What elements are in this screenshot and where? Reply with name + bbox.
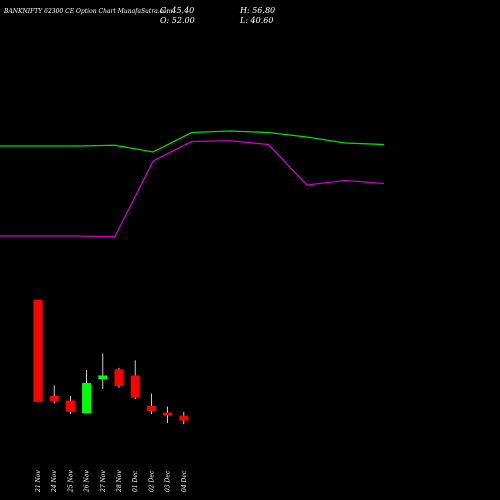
candles — [33, 299, 189, 425]
x-axis-labels: 21 Nov 24 Nov 25 Nov 26 Nov 27 Nov 28 Nov 01 D… — [35, 470, 188, 493]
x-label-9: 04 Dec — [181, 470, 188, 492]
chart-title: BANKNIFTY 62300 CE Option Chart MunafaSu… — [4, 8, 173, 15]
candle-body-8 — [163, 412, 173, 416]
candle-body-0 — [33, 299, 43, 402]
candle-body-1 — [49, 395, 59, 402]
x-label-1: 24 Nov — [51, 470, 58, 493]
candle-body-6 — [130, 375, 140, 398]
x-label-6: 01 Dec — [132, 470, 139, 492]
high-label: H: 56.80 — [240, 6, 276, 15]
candle-body-7 — [146, 405, 156, 412]
candle-body-4 — [98, 375, 108, 380]
x-label-2: 25 Nov — [67, 470, 74, 493]
green-line — [0, 130, 385, 153]
open-label: O: 52.00 — [160, 16, 195, 25]
candle-body-3 — [82, 383, 92, 414]
candle-body-5 — [114, 369, 124, 387]
indicator-lines — [0, 130, 385, 238]
low-label: L: 40.60 — [240, 16, 274, 25]
x-label-7: 02 Dec — [148, 470, 155, 492]
x-label-0: 21 Nov — [35, 470, 42, 493]
candle-body-2 — [65, 400, 75, 412]
x-label-3: 26 Nov — [84, 470, 91, 493]
close-label: C: 45.40 — [160, 6, 195, 15]
x-label-5: 28 Nov — [116, 470, 123, 493]
candle-body-9 — [179, 415, 189, 421]
x-label-8: 03 Dec — [165, 470, 172, 492]
magenta-line — [0, 140, 385, 238]
x-label-4: 27 Nov — [100, 470, 107, 493]
